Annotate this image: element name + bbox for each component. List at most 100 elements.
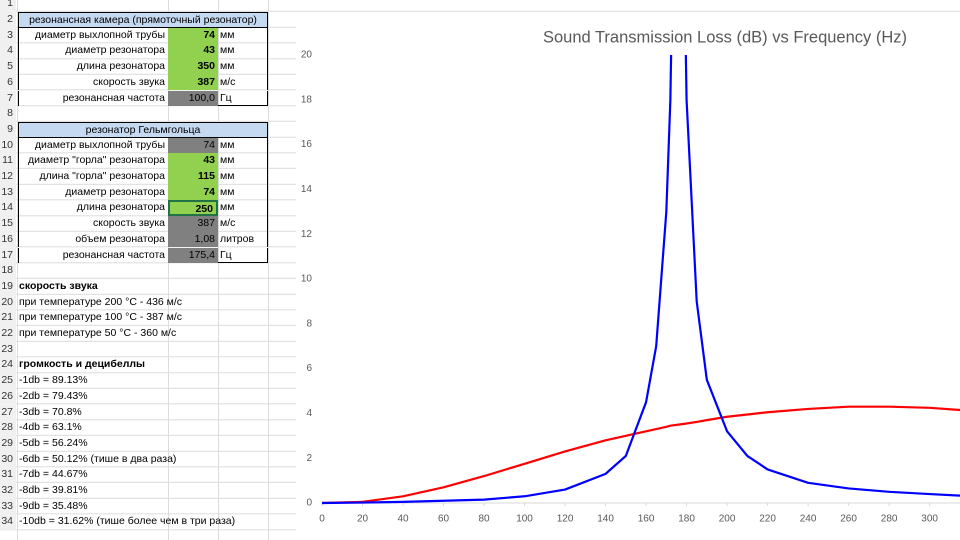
y-tick-label: 14: [301, 184, 313, 195]
row-number: 8: [0, 106, 16, 122]
chart-title: Sound Transmission Loss (dB) vs Frequenc…: [543, 28, 907, 46]
x-tick-label: 80: [478, 514, 490, 525]
unit: мм: [218, 153, 268, 169]
table-title: резонатор Гельмгольца: [18, 121, 268, 138]
unit: м/с: [218, 216, 268, 232]
cell-value: 350: [168, 59, 218, 75]
note-line: -1db = 89.13%: [19, 374, 88, 387]
unit: мм: [218, 200, 268, 217]
cell-value: 1,08: [168, 231, 218, 248]
y-tick-label: 16: [301, 139, 313, 150]
x-tick-label: 160: [638, 514, 655, 525]
row-label: объем резонатора: [18, 231, 168, 248]
note-title: громкость и децибеллы: [19, 358, 145, 371]
note-line: -8db = 39.81%: [19, 484, 88, 496]
x-tick-label: 200: [719, 514, 736, 525]
unit: мм: [218, 43, 268, 60]
row-number: 10: [0, 137, 16, 154]
row-number: 7: [0, 90, 16, 107]
note-line: -4db = 63.1%: [19, 421, 82, 434]
y-tick-label: 2: [306, 453, 312, 464]
row-label: длина резонатора: [18, 200, 168, 217]
row-number: 21: [0, 310, 16, 326]
row-number: 32: [0, 483, 16, 499]
row-number: 1: [0, 0, 16, 12]
table-title: резонансная камера (прямоточный резонато…: [18, 12, 268, 28]
row-number: 2: [0, 12, 16, 28]
row-number: 24: [0, 357, 16, 374]
row-number: 6: [0, 74, 16, 91]
grid-line: [218, 0, 219, 540]
cell-value: 74: [168, 184, 218, 201]
x-tick-label: 260: [840, 514, 857, 525]
x-tick-label: 100: [516, 514, 533, 525]
row-label: диаметр "горла" резонатора: [18, 153, 168, 169]
note-line: -10db = 31.62% (тише более чем в три раз…: [19, 515, 236, 528]
row-label: диаметр резонатора: [18, 43, 168, 60]
row-number: 4: [0, 43, 16, 60]
note-line: при температуре 100 °C - 387 м/с: [19, 311, 183, 324]
row-number: 17: [0, 247, 16, 264]
row-number: 14: [0, 200, 16, 217]
unit: литров: [218, 231, 268, 248]
row-number: 13: [0, 184, 16, 201]
cell-value: 387: [168, 74, 218, 91]
y-tick-label: 8: [306, 318, 312, 329]
x-tick-label: 300: [921, 514, 938, 525]
row-number: 27: [0, 404, 16, 421]
note-line: -2db = 79.43%: [19, 389, 88, 402]
row-number: 11: [0, 153, 16, 169]
row-number: 15: [0, 216, 16, 232]
cell-value: 250: [168, 200, 218, 217]
row-number: 30: [0, 451, 16, 468]
row-label: диаметр выхлопной трубы: [18, 137, 168, 154]
row-number: 29: [0, 435, 16, 452]
cell-value: 100,0: [168, 90, 218, 107]
note-line: -5db = 56.24%: [19, 436, 88, 449]
x-tick-label: 240: [800, 514, 817, 525]
cell-value: 43: [168, 153, 218, 169]
unit: м/с: [218, 74, 268, 91]
y-tick-label: 20: [301, 50, 313, 61]
note-line: -7db = 44.67%: [19, 468, 88, 481]
row-label: диаметр резонатора: [18, 184, 168, 201]
unit: Гц: [218, 247, 268, 264]
x-tick-label: 140: [597, 514, 614, 525]
cell-value: 74: [168, 137, 218, 154]
x-tick-label: 60: [438, 514, 450, 525]
row-number: 18: [0, 263, 16, 279]
series-line: [322, 405, 960, 505]
row-number: 28: [0, 420, 16, 436]
chart-area: [296, 12, 960, 540]
note-line: при температуре 200 °C - 436 м/с: [19, 295, 183, 308]
unit: мм: [218, 27, 268, 44]
row-number: 5: [0, 59, 16, 75]
y-tick-label: 0: [306, 498, 312, 509]
cell-value: 115: [168, 169, 218, 185]
note-title: скорость звука: [19, 279, 98, 292]
grid-line: [268, 0, 269, 540]
note-line: при температуре 50 °C - 360 м/с: [19, 327, 177, 339]
y-tick-label: 6: [306, 363, 312, 374]
x-tick-label: 0: [319, 514, 325, 525]
unit: мм: [218, 137, 268, 154]
x-tick-label: 40: [397, 514, 409, 525]
y-tick-label: 18: [301, 94, 313, 105]
unit: мм: [218, 59, 268, 75]
cell-value: 74: [168, 27, 218, 44]
plot: [322, 55, 960, 505]
row-number: 19: [0, 278, 16, 295]
row-number: 20: [0, 294, 16, 311]
cell-value: 175,4: [168, 247, 218, 264]
row-number: 25: [0, 373, 16, 389]
row-label: длина резонатора: [18, 59, 168, 75]
row-number: 22: [0, 326, 16, 342]
cell-value: 387: [168, 216, 218, 232]
row-number: 33: [0, 498, 16, 515]
x-tick-label: 120: [557, 514, 574, 525]
row-label: скорость звука: [18, 216, 168, 232]
x-tick-label: 20: [357, 514, 369, 525]
unit: Гц: [218, 90, 268, 107]
